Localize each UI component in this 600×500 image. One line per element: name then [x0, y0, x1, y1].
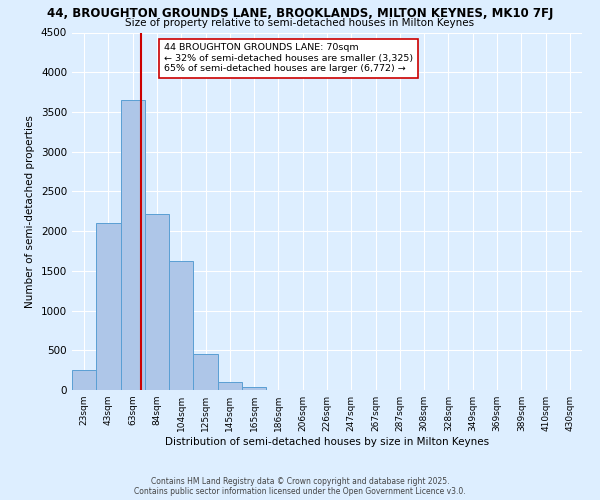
X-axis label: Distribution of semi-detached houses by size in Milton Keynes: Distribution of semi-detached houses by …: [165, 437, 489, 447]
Bar: [169, 260, 193, 390]
Bar: [218, 382, 242, 390]
Text: 44 BROUGHTON GROUNDS LANE: 70sqm
← 32% of semi-detached houses are smaller (3,32: 44 BROUGHTON GROUNDS LANE: 70sqm ← 32% o…: [164, 43, 413, 73]
Bar: [121, 100, 145, 390]
Text: Size of property relative to semi-detached houses in Milton Keynes: Size of property relative to semi-detach…: [125, 18, 475, 28]
Bar: [242, 387, 266, 390]
Bar: [145, 214, 169, 390]
Text: Contains HM Land Registry data © Crown copyright and database right 2025.
Contai: Contains HM Land Registry data © Crown c…: [134, 476, 466, 496]
Text: 44, BROUGHTON GROUNDS LANE, BROOKLANDS, MILTON KEYNES, MK10 7FJ: 44, BROUGHTON GROUNDS LANE, BROOKLANDS, …: [47, 8, 553, 20]
Bar: [72, 370, 96, 390]
Bar: [96, 223, 121, 390]
Y-axis label: Number of semi-detached properties: Number of semi-detached properties: [25, 115, 35, 308]
Bar: [193, 354, 218, 390]
